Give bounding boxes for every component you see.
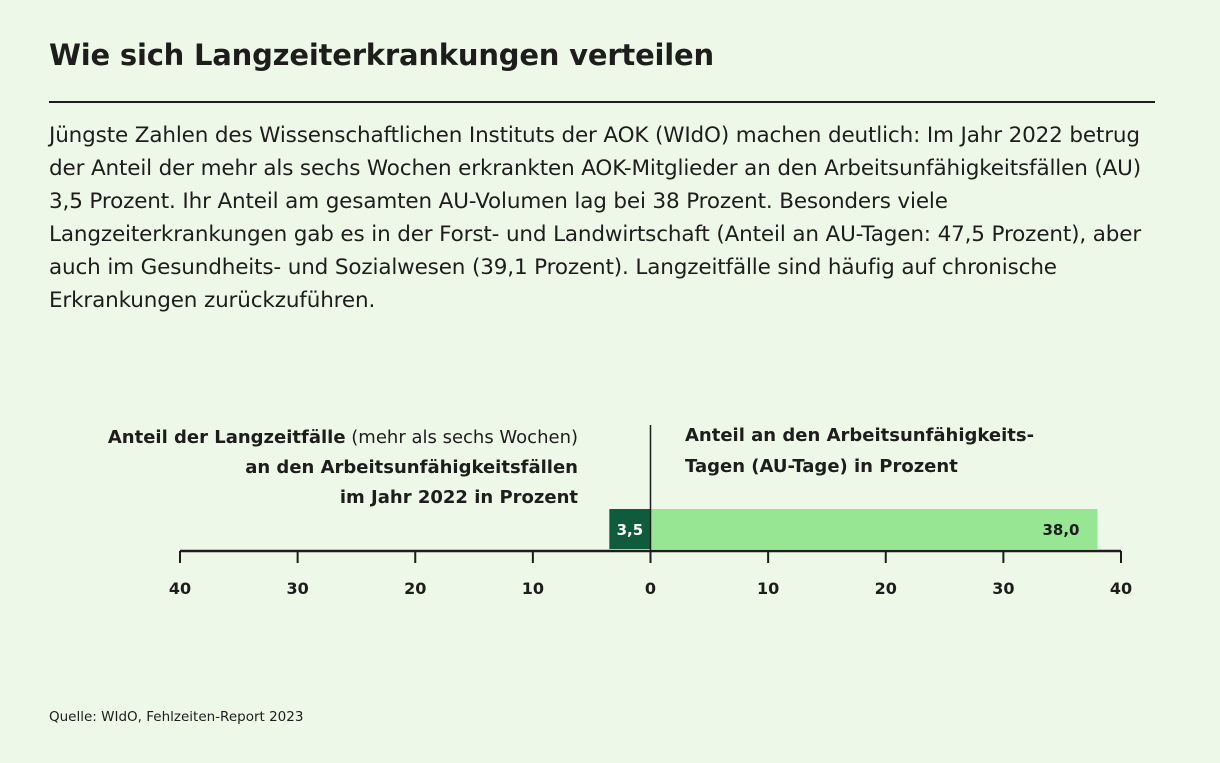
x-tick-label: 30 — [992, 579, 1014, 598]
x-tick-label: 20 — [404, 579, 426, 598]
bar-value-label-left: 3,5 — [617, 521, 644, 539]
right-chart-label: Anteil an den Arbeitsunfähigkeits- Tagen… — [685, 420, 1125, 482]
bar-left — [609, 509, 651, 549]
x-tick-label: 10 — [757, 579, 779, 598]
x-tick-label: 40 — [1110, 579, 1132, 598]
x-tick-label: 20 — [875, 579, 897, 598]
left-label-bold-3: im Jahr 2022 in Prozent — [339, 487, 578, 508]
source-note: Quelle: WIdO, Fehlzeiten-Report 2023 — [49, 709, 304, 725]
title-divider — [49, 101, 1155, 103]
x-tick-label: 0 — [645, 579, 656, 598]
x-tick-label: 10 — [522, 579, 544, 598]
right-label-line-1: Anteil an den Arbeitsunfähigkeits- — [685, 425, 1035, 446]
left-label-bold-2: an den Arbeitsunfähigkeitsfällen — [245, 457, 578, 478]
left-label-light-1: (mehr als sechs Wochen) — [351, 427, 578, 448]
left-chart-label: Anteil der Langzeitfälle (mehr als sechs… — [18, 423, 578, 513]
intro-text: Jüngste Zahlen des Wissenschaftlichen In… — [49, 123, 1142, 313]
x-tick-label: 40 — [169, 579, 191, 598]
left-label-bold-1: Anteil der Langzeitfälle — [107, 427, 346, 448]
right-label-line-2: Tagen (AU-Tage) in Prozent — [685, 456, 958, 477]
x-tick-label: 30 — [286, 579, 308, 598]
bar-right — [650, 509, 1098, 549]
bar-value-label-right: 38,0 — [1042, 521, 1079, 539]
page-title: Wie sich Langzeiterkrankungen verteilen — [49, 38, 714, 72]
